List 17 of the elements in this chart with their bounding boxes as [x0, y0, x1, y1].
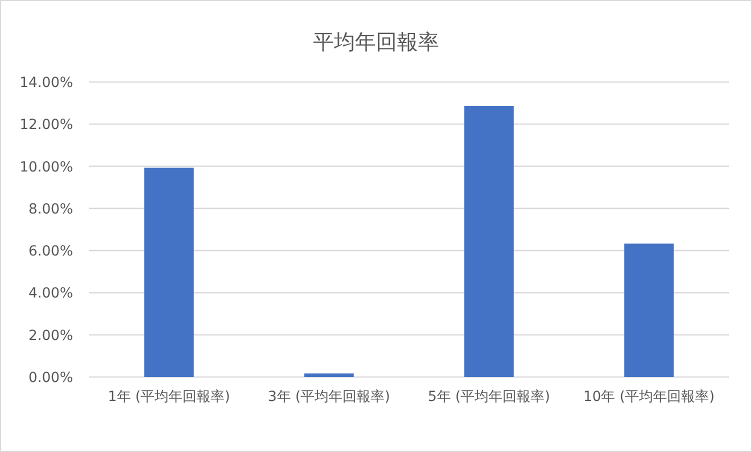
bar: [144, 168, 194, 377]
y-tick-label: 4.00%: [28, 286, 73, 302]
y-tick-label: 6.00%: [28, 244, 73, 260]
y-tick-label: 0.00%: [28, 370, 73, 386]
y-tick-label: 8.00%: [28, 201, 73, 218]
y-tick-label: 12.00%: [20, 117, 73, 134]
bar: [464, 106, 514, 377]
chart-title: 平均年回報率: [313, 30, 439, 54]
y-tick-label: 2.00%: [28, 328, 73, 344]
x-tick-label: 1年 (平均年回報率): [106, 388, 232, 407]
x-tick-label: 5年 (平均年回報率): [426, 388, 552, 407]
bar: [624, 244, 674, 377]
x-tick-label: 3年 (平均年回報率): [266, 388, 392, 407]
y-tick-label: 10.00%: [20, 159, 73, 176]
x-tick-label: 10年 (平均年回報率): [582, 388, 716, 407]
bar: [304, 373, 354, 377]
y-tick-label: 14.00%: [20, 75, 73, 91]
